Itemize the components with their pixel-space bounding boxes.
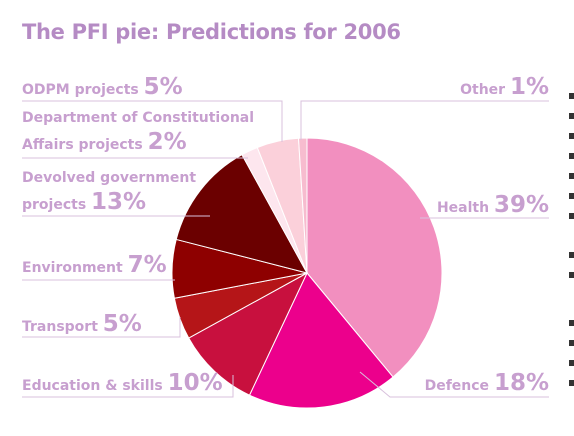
slice-label-department-of-constitutional-affairs-projects: Department of Constitutional (22, 110, 254, 126)
pie-slice-education-skills (188, 271, 309, 396)
edge-fragment (569, 213, 574, 219)
slice-name-education-skills: Education & skills (22, 378, 168, 394)
leader-line (22, 375, 234, 398)
slice-label-other: Other 1% (460, 74, 549, 100)
slice-name-devolved-government-projects: Devolved government (22, 170, 196, 186)
slice-name-environment: Environment (22, 260, 128, 276)
pie-slice-health (306, 137, 443, 378)
slice-name-transport: Transport (22, 319, 103, 335)
slice-name-devolved-government-projects: projects (22, 197, 91, 213)
slice-name-defence: Defence (425, 378, 494, 394)
slice-value-health: 39% (494, 192, 549, 218)
leader-line (22, 100, 283, 142)
edge-fragment (569, 173, 574, 179)
pie-slice-defence (248, 272, 394, 409)
edge-fragment (569, 340, 574, 346)
edge-fragment (569, 113, 574, 119)
slice-name-other: Other (460, 82, 510, 98)
slice-value-department-of-constitutional-affairs-projects: 2% (148, 129, 187, 155)
edge-fragment (569, 153, 574, 159)
edge-fragment (569, 193, 574, 199)
chart-title: The PFI pie: Predictions for 2006 (22, 20, 401, 44)
slice-label-devolved-government-projects: projects 13% (22, 189, 146, 215)
slice-label-devolved-government-projects: Devolved government (22, 170, 196, 186)
slice-label-education-skills: Education & skills 10% (22, 370, 223, 396)
slice-label-transport: Transport 5% (22, 311, 142, 337)
leader-line (22, 317, 181, 338)
leader-line (300, 100, 549, 140)
edge-fragment (569, 380, 574, 386)
slice-value-education-skills: 10% (168, 370, 223, 396)
pie-slice-other (297, 137, 308, 274)
slice-value-odpm-projects: 5% (144, 74, 183, 100)
slice-name-department-of-constitutional-affairs-projects: Department of Constitutional (22, 110, 254, 126)
slice-value-environment: 7% (128, 252, 167, 278)
slice-label-defence: Defence 18% (425, 370, 549, 396)
slice-label-department-of-constitutional-affairs-projects: Affairs projects 2% (22, 129, 187, 155)
slice-label-odpm-projects: ODPM projects 5% (22, 74, 183, 100)
slice-label-health: Health 39% (437, 192, 549, 218)
slice-name-odpm-projects: ODPM projects (22, 82, 144, 98)
edge-fragment (569, 360, 574, 366)
leader-line (359, 371, 549, 398)
slice-value-defence: 18% (494, 370, 549, 396)
slice-name-department-of-constitutional-affairs-projects: Affairs projects (22, 137, 148, 153)
slice-value-other: 1% (510, 74, 549, 100)
slice-name-health: Health (437, 200, 494, 216)
edge-fragment (569, 272, 574, 278)
edge-fragment (569, 93, 574, 99)
slice-value-devolved-government-projects: 13% (91, 189, 146, 215)
slice-label-environment: Environment 7% (22, 252, 167, 278)
edge-fragment (569, 252, 574, 258)
edge-fragment (569, 133, 574, 139)
edge-fragment (569, 320, 574, 326)
slice-value-transport: 5% (103, 311, 142, 337)
